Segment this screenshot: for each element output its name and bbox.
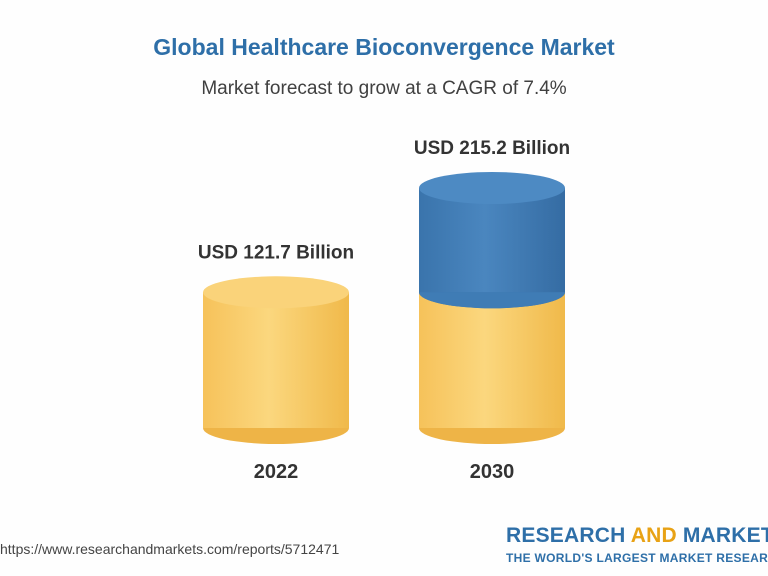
brand-part-research: RESEARCH xyxy=(506,524,631,547)
brand-part-markets: MARKETS xyxy=(682,524,768,547)
category-label-2022: 2022 xyxy=(254,461,299,483)
bar-2030-seam xyxy=(419,292,565,309)
bar-2030-top xyxy=(419,172,565,204)
brand-part-and: AND xyxy=(630,524,677,547)
chart-subtitle: Market forecast to grow at a CAGR of 7.4… xyxy=(201,78,567,99)
data-label-2022: USD 121.7 Billion xyxy=(198,242,354,263)
bar-2030-growth-segment xyxy=(419,188,565,293)
source-url[interactable]: https://www.researchandmarkets.com/repor… xyxy=(0,541,340,557)
data-label-2030: USD 215.2 Billion xyxy=(414,138,570,159)
bar-2022-top xyxy=(203,276,349,309)
bar-2022-body xyxy=(203,292,349,428)
brand-tagline: THE WORLD'S LARGEST MARKET RESEARCH STOR… xyxy=(506,551,768,565)
bar-2030-base-segment xyxy=(419,292,565,428)
chart-title: Global Healthcare Bioconvergence Market xyxy=(153,34,615,60)
category-label-2030: 2030 xyxy=(470,461,515,483)
brand-logo: RESEARCH AND MARKETS xyxy=(506,524,768,548)
